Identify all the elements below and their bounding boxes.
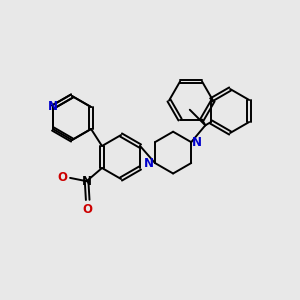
Text: N: N: [144, 157, 154, 169]
Text: N: N: [192, 136, 202, 148]
Text: N: N: [48, 100, 58, 113]
Text: N: N: [82, 175, 92, 188]
Text: O: O: [83, 203, 93, 216]
Text: O: O: [57, 171, 67, 184]
